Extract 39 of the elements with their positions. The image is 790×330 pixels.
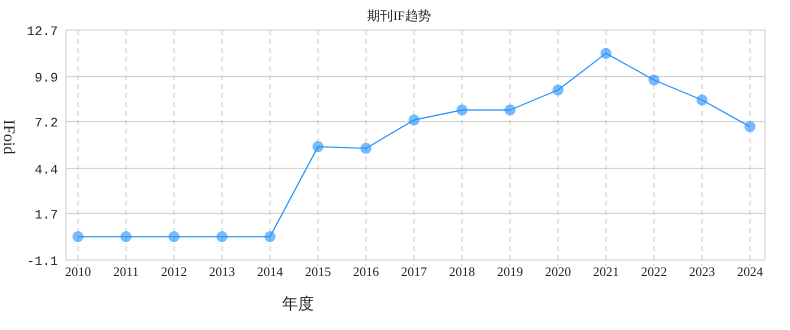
chart-title: 期刊IF趋势 xyxy=(367,8,431,23)
x-tick-label: 2015 xyxy=(305,264,331,279)
point xyxy=(408,114,420,126)
point xyxy=(264,231,276,242)
point xyxy=(648,74,660,86)
x-tick-label: 2013 xyxy=(209,264,235,279)
point xyxy=(312,141,324,152)
x-axis-title: 年度 xyxy=(282,295,314,313)
point xyxy=(168,231,180,242)
y-axis-title: IFoid xyxy=(0,120,17,154)
x-tick-label: 2016 xyxy=(353,264,380,279)
x-tick-label: 2011 xyxy=(113,264,139,279)
x-tick-label: 2020 xyxy=(545,264,571,279)
x-tick-label: 2019 xyxy=(497,264,523,279)
y-tick-label: 4.4 xyxy=(34,162,58,178)
x-tick-label: 2023 xyxy=(689,264,715,279)
point xyxy=(216,231,228,242)
x-tick-label: 2010 xyxy=(65,264,91,279)
x-tick-label: 2024 xyxy=(737,264,764,279)
x-tick-label: 2012 xyxy=(161,264,187,279)
point xyxy=(504,104,516,116)
y-tick-label: 7.2 xyxy=(34,116,58,131)
point xyxy=(120,231,132,242)
y-tick-label: -1.1 xyxy=(26,254,58,269)
x-tick-label: 2018 xyxy=(449,264,475,279)
x-tick-label: 2022 xyxy=(641,264,667,279)
point xyxy=(600,48,612,59)
x-tick-label: 2021 xyxy=(593,264,619,279)
x-tick-label: 2014 xyxy=(257,264,284,279)
y-tick-label: 1.7 xyxy=(34,207,58,222)
y-tick-label: 12.7 xyxy=(26,24,58,39)
point xyxy=(696,94,708,106)
point xyxy=(72,231,84,242)
point xyxy=(552,84,564,96)
point xyxy=(744,121,756,132)
y-tick-label: 9.9 xyxy=(34,70,58,86)
point xyxy=(456,104,468,116)
point xyxy=(360,142,372,154)
x-tick-label: 2017 xyxy=(401,264,428,279)
